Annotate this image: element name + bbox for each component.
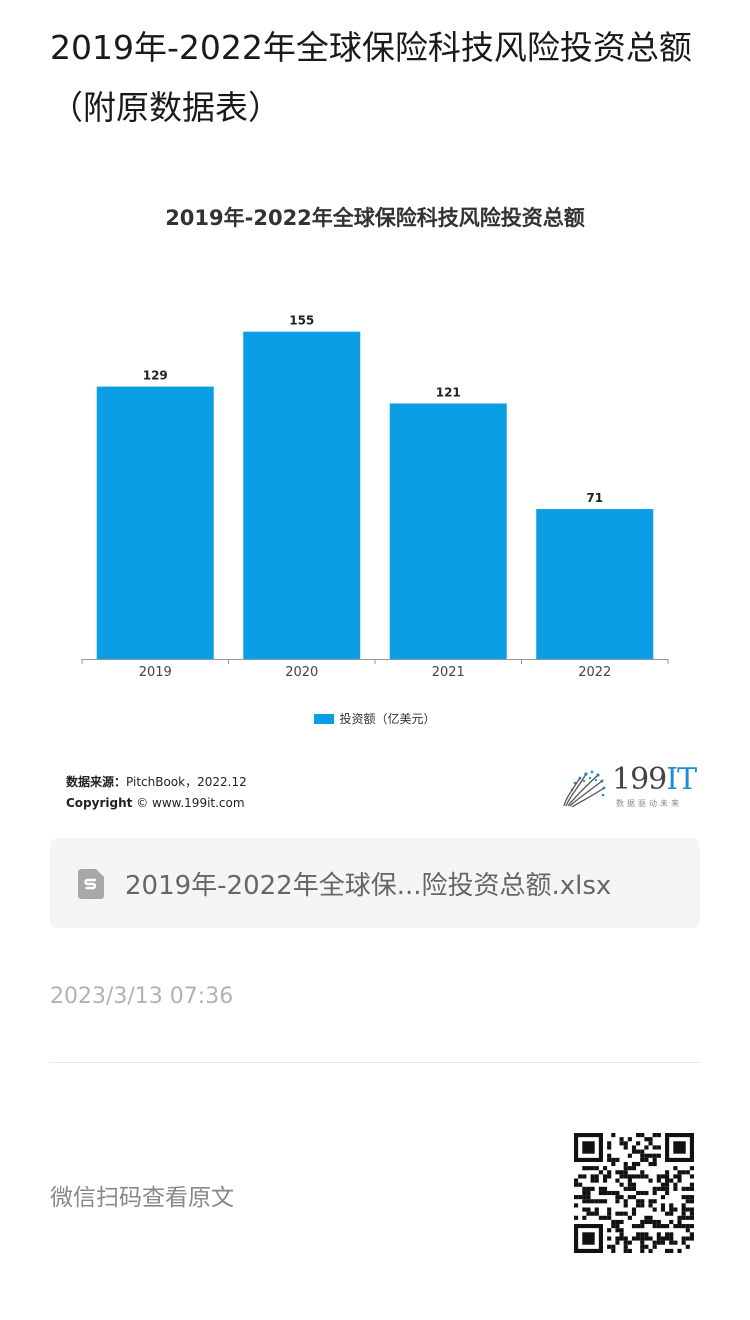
x-tick-2022: 2022	[578, 665, 611, 680]
chart-legend: 投资额（亿美元）	[50, 710, 700, 727]
x-tick-2021: 2021	[432, 665, 465, 680]
legend-swatch	[314, 713, 335, 724]
file-name: 2019年-2022年全球保...险投资总额.xlsx	[125, 871, 612, 901]
file-attachment[interactable]: 2019年-2022年全球保...险投资总额.xlsx	[50, 838, 700, 928]
data-label-2019: 129	[143, 369, 168, 383]
brand-logo: 199IT 数据驱动未来	[560, 762, 700, 814]
data-label-2021: 121	[436, 385, 461, 399]
data-label-2020: 155	[289, 314, 314, 328]
brand-wordmark: 199IT	[612, 762, 697, 797]
divider	[50, 1062, 700, 1063]
data-label-2022: 71	[586, 491, 603, 505]
qr-prompt: 微信扫码查看原文	[50, 1185, 234, 1211]
x-tick-2020: 2020	[285, 665, 318, 680]
chart-title: 2019年-2022年全球保险科技风险投资总额	[165, 206, 585, 230]
copyright-label: Copyright	[66, 796, 133, 810]
brand-tagline: 数据驱动未来	[616, 799, 682, 808]
logo-burst-icon	[563, 770, 606, 808]
spreadsheet-icon	[78, 869, 104, 899]
source-value: PitchBook，2022.12	[126, 775, 247, 789]
source-label: 数据来源：	[66, 775, 127, 789]
source-note: 数据来源：PitchBook，2022.12 Copyright © www.1…	[66, 772, 247, 814]
chart-card: 2019年-2022年全球保险科技风险投资总额 129 2019 155 2020 12…	[50, 190, 700, 820]
bar-2022	[536, 509, 654, 659]
bar-2019	[96, 386, 214, 659]
bar-2020	[243, 331, 361, 659]
legend-label: 投资额（亿美元）	[339, 712, 436, 726]
timestamp: 2023/3/13 07:36	[50, 984, 234, 1009]
qr-code-icon[interactable]	[574, 1133, 694, 1253]
page-title: 2019年-2022年全球保险科技风险投资总额（附原数据表）	[50, 28, 692, 127]
x-tick-2019: 2019	[139, 665, 172, 680]
copyright-value: © www.199it.com	[136, 796, 245, 810]
bar-2021	[389, 403, 507, 659]
bar-chart: 129 2019 155 2020 121 2021 71 2022	[81, 314, 669, 680]
